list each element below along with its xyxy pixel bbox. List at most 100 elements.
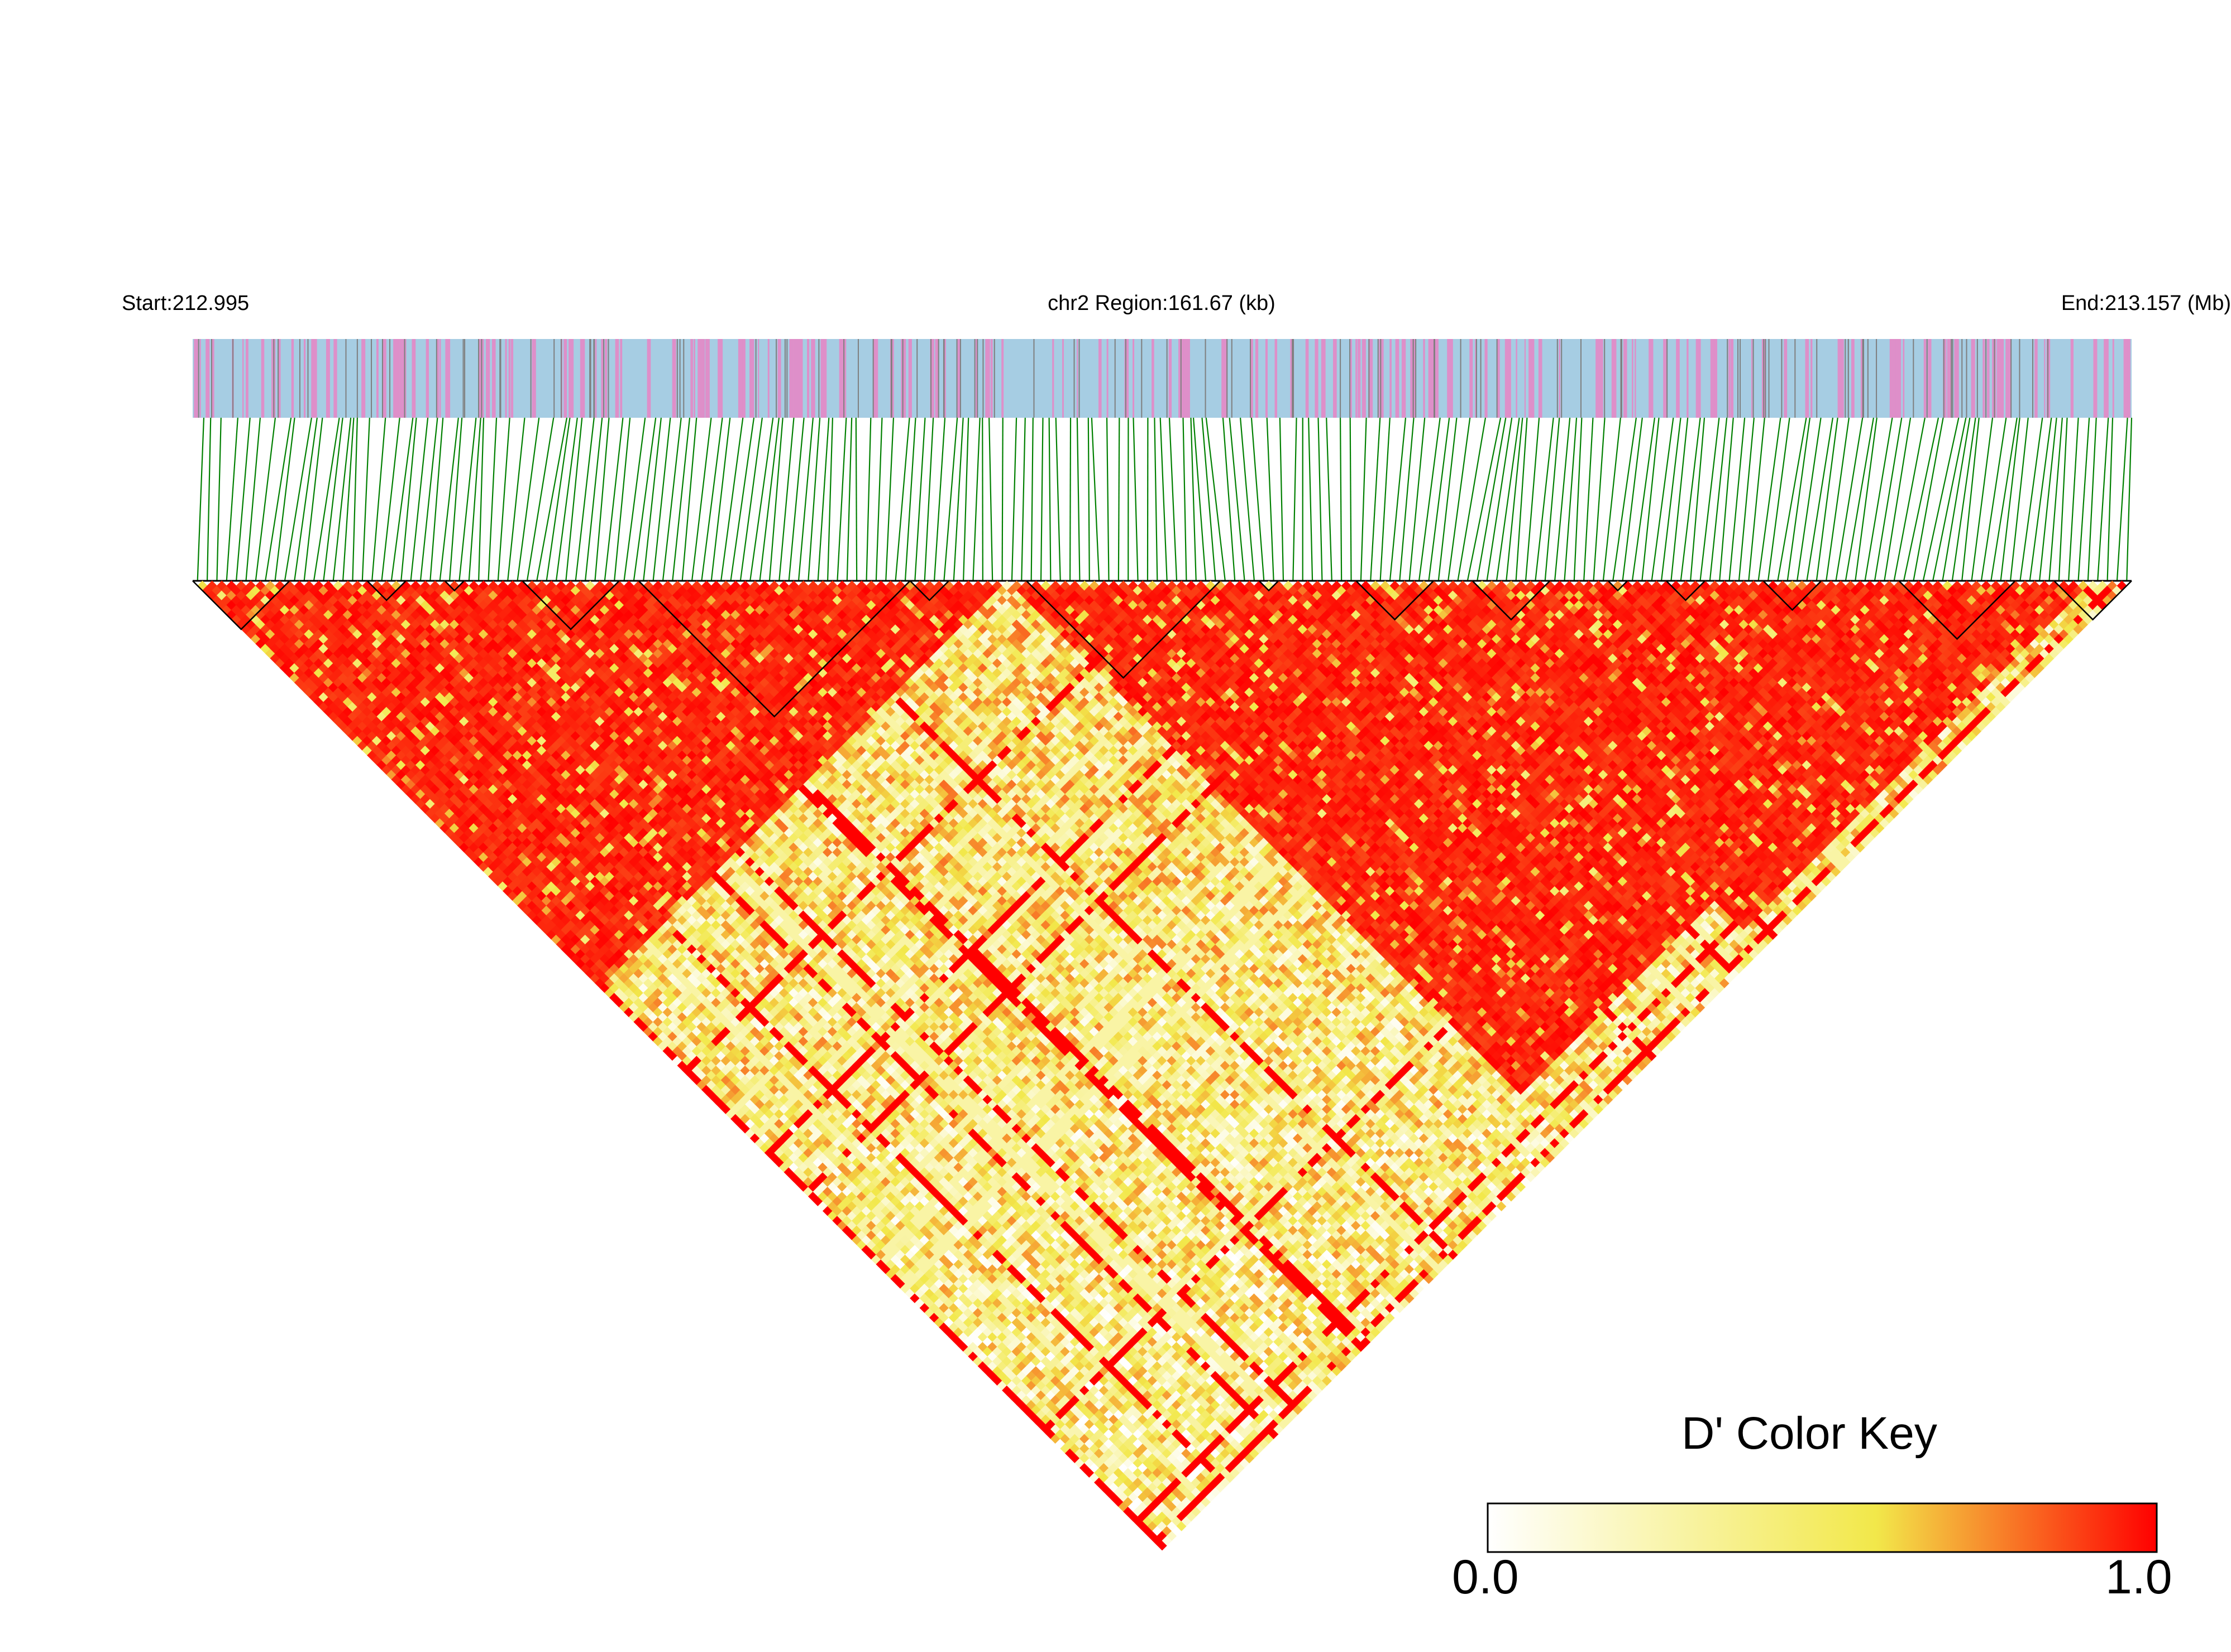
variant-mark (786, 339, 787, 418)
variant-mark (561, 339, 562, 418)
variant-mark (404, 339, 405, 418)
exon-mark (1125, 339, 1129, 418)
variant-mark (608, 339, 609, 418)
variant-mark (1415, 339, 1416, 418)
snp-connector (2117, 418, 2128, 581)
variant-mark (436, 339, 437, 418)
exon-mark (1539, 339, 1542, 418)
exon-mark (1265, 339, 1268, 418)
snp-connector (411, 418, 428, 581)
snp-connector (1308, 418, 1312, 581)
variant-mark (1769, 339, 1770, 418)
variant-mark (1977, 339, 1978, 418)
snp-connector (1380, 418, 1390, 581)
snp-connector (1088, 418, 1090, 581)
exon-mark (1152, 339, 1154, 418)
variant-mark (1250, 339, 1251, 418)
snp-connector (1584, 418, 1593, 581)
exon-mark (1612, 339, 1616, 418)
snp-connector (508, 418, 524, 581)
snp-connector (421, 418, 437, 581)
exon-mark (820, 339, 825, 418)
exon-mark (813, 339, 815, 418)
exon-mark (1751, 339, 1752, 418)
snp-connector (1826, 418, 1849, 581)
variant-mark (930, 339, 931, 418)
snp-connector (1429, 418, 1449, 581)
variant-mark (756, 339, 757, 418)
exon-mark (1810, 339, 1812, 418)
exon-mark (1805, 339, 1809, 418)
exon-mark (1306, 339, 1309, 418)
exon-mark (246, 339, 249, 418)
exon-mark (312, 339, 317, 418)
exon-mark (738, 339, 742, 418)
variant-mark (1621, 339, 1622, 418)
exon-mark (394, 339, 397, 418)
variant-mark (1863, 339, 1864, 418)
exon-mark (511, 339, 513, 418)
snp-connector (1326, 418, 1332, 581)
snp-connector (1778, 418, 1806, 581)
variant-mark (938, 339, 939, 418)
snp-connector (808, 418, 820, 581)
exon-mark (794, 339, 798, 418)
variant-mark (273, 339, 274, 418)
snp-connector (430, 418, 443, 581)
exon-mark (1447, 339, 1451, 418)
exon-mark (1107, 339, 1109, 418)
variant-mark (531, 339, 532, 418)
exon-mark (789, 339, 793, 418)
variant-mark (594, 339, 595, 418)
exon-mark (1516, 339, 1517, 418)
variant-mark (1033, 339, 1034, 418)
snp-connector (867, 418, 871, 581)
variant-mark (873, 339, 874, 418)
variant-mark (481, 339, 482, 418)
exon-mark (718, 339, 723, 418)
snp-connector (1223, 418, 1235, 581)
snp-connector (711, 418, 730, 581)
exon-mark (1623, 339, 1627, 418)
exon-mark (1851, 339, 1855, 418)
exon-mark (1997, 339, 1999, 418)
variant-mark (1380, 339, 1381, 418)
exon-mark (595, 339, 597, 418)
exon-mark (2071, 339, 2074, 418)
exon-mark (1947, 339, 1950, 418)
snp-connector (1251, 418, 1264, 581)
exon-mark (991, 339, 993, 418)
snp-connector (198, 418, 204, 581)
snp-connector (2079, 418, 2090, 581)
snp-connector (1739, 418, 1754, 581)
exon-mark (1358, 339, 1360, 418)
variant-mark (1737, 339, 1738, 418)
exon-mark (199, 339, 200, 418)
variant-mark (1476, 339, 1477, 418)
exon-mark (778, 339, 779, 418)
snp-connector (934, 418, 945, 581)
exon-mark (986, 339, 990, 418)
exon-mark (326, 339, 330, 418)
snp-connector (1169, 418, 1177, 581)
snp-connector (1981, 418, 2006, 581)
variant-mark (1460, 339, 1461, 418)
snp-connector (1183, 418, 1187, 581)
snp-connector (1439, 418, 1457, 581)
snp-connector (401, 418, 416, 581)
snp-connector (925, 418, 934, 581)
variant-mark (299, 339, 300, 418)
exon-mark (1730, 339, 1733, 418)
snp-connector (2127, 418, 2132, 581)
exon-mark (1525, 339, 1526, 418)
exon-mark (2044, 339, 2045, 418)
variant-mark (1848, 339, 1849, 418)
variant-mark (478, 339, 479, 418)
variant-mark (1994, 339, 1995, 418)
exon-mark (673, 339, 674, 418)
exon-mark (1895, 339, 1900, 418)
variant-mark (1368, 339, 1369, 418)
exon-mark (1528, 339, 1532, 418)
snp-connector (730, 418, 754, 581)
